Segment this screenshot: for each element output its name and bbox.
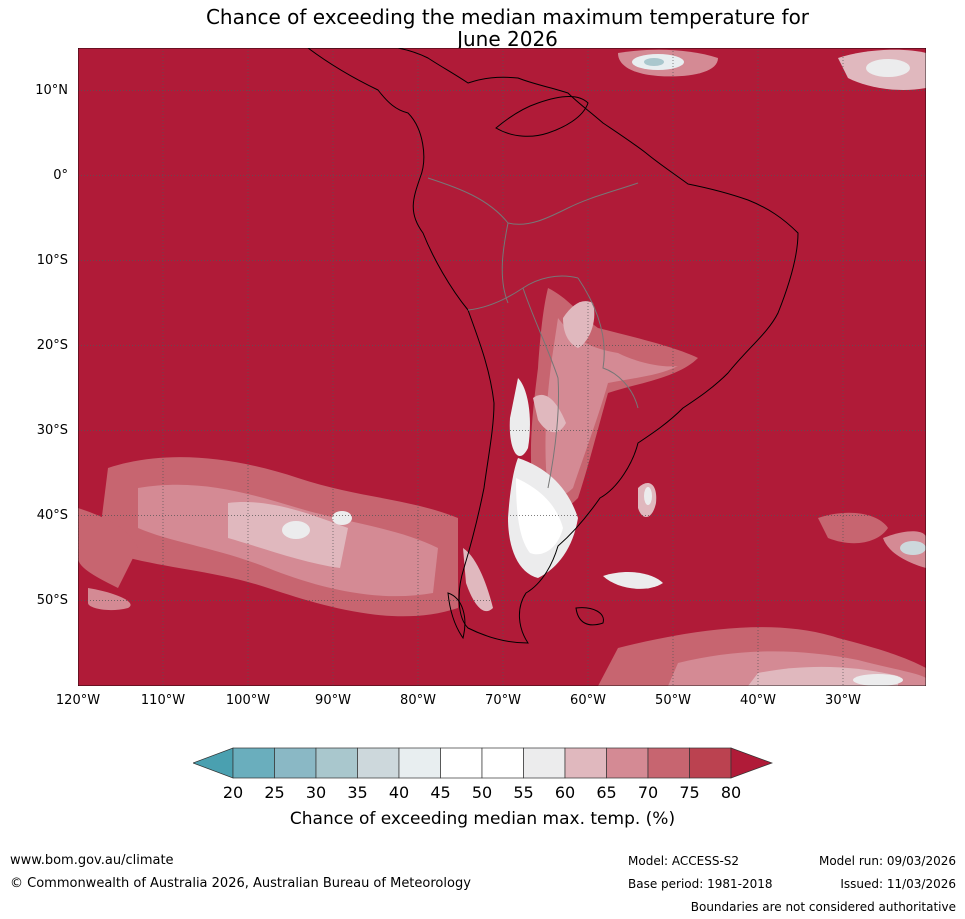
colorbar-tick-70: 70	[637, 783, 659, 802]
colorbar-bin-35-40	[357, 747, 400, 779]
colorbar-bin-75-80	[689, 747, 732, 779]
southern-ocean-anomaly	[78, 457, 458, 617]
lon-label-40w: 40°W	[740, 693, 776, 708]
colorbar-bin-50-55	[481, 747, 524, 779]
model-run-date: Model run: 09/03/2026	[818, 854, 956, 868]
lat-label-10s: 10°S	[36, 253, 68, 268]
colorbar-tick-55: 55	[513, 783, 534, 802]
lat-label-20s: 20°S	[36, 338, 68, 353]
model-name: Model: ACCESS-S2	[628, 854, 740, 868]
south-atlantic-anomaly	[598, 483, 926, 686]
map-title-line1: Chance of exceeding the median maximum t…	[205, 5, 810, 29]
colorbar-bin-60-65	[564, 747, 607, 779]
graticule	[78, 48, 926, 686]
lat-label-30s: 30°S	[36, 423, 68, 438]
map-background	[78, 48, 926, 686]
colorbar-tick-35: 35	[347, 783, 368, 802]
boundary-disclaimer: Boundaries are not considered authoritat…	[690, 900, 956, 914]
colorbar-high-arrow	[730, 747, 773, 779]
colorbar-bin-30-35	[315, 747, 358, 779]
colorbar-bin-40-45	[398, 747, 441, 779]
lon-label-80w: 80°W	[400, 693, 436, 708]
colorbar-low-arrow	[193, 747, 234, 779]
colorbar-tick-60: 60	[554, 783, 576, 802]
colorbar-title: Chance of exceeding median max. temp. (%…	[289, 809, 676, 829]
probability-map	[78, 48, 926, 686]
base-period: Base period: 1981-2018	[628, 877, 773, 891]
colorbar-tick-20: 20	[222, 783, 244, 802]
colorbar-tick-25: 25	[264, 783, 285, 802]
colorbar-bin-25-30	[274, 747, 317, 779]
lon-label-60w: 60°W	[570, 693, 606, 708]
northern-anomaly	[618, 49, 926, 90]
lon-label-110w: 110°W	[140, 693, 186, 708]
colorbar-tick-50: 50	[471, 783, 493, 802]
argentina-anomaly	[463, 288, 698, 612]
country-borders	[427, 177, 639, 489]
lon-label-120w: 120°W	[55, 693, 101, 708]
colorbar-tick-30: 30	[305, 783, 327, 802]
lat-label-0: 0°	[53, 168, 68, 183]
colorbar-tick-80: 80	[720, 783, 742, 802]
colorbar-bin-65-70	[606, 747, 649, 779]
lon-label-30w: 30°W	[825, 693, 861, 708]
colorbar-tick-75: 75	[679, 783, 700, 802]
colorbar-bin-70-75	[647, 747, 690, 779]
colorbar-tick-40: 40	[388, 783, 410, 802]
colorbar-bin-45-50	[440, 747, 483, 779]
colorbar-tick-65: 65	[596, 783, 617, 802]
lat-label-40s: 40°S	[36, 508, 68, 523]
colorbar-bin-55-60	[523, 747, 566, 779]
lon-label-70w: 70°W	[485, 693, 521, 708]
website-link[interactable]: www.bom.gov.au/climate	[10, 853, 174, 868]
lat-label-50s: 50°S	[36, 593, 68, 608]
coastline	[307, 48, 799, 644]
lon-label-100w: 100°W	[225, 693, 271, 708]
colorbar-tick-45: 45	[430, 783, 451, 802]
map-title-line2: June 2026	[457, 27, 558, 51]
lon-label-90w: 90°W	[315, 693, 351, 708]
lat-label-10n: 10°N	[35, 83, 68, 98]
issued-date: Issued: 11/03/2026	[840, 877, 956, 891]
lon-label-50w: 50°W	[655, 693, 691, 708]
colorbar	[193, 747, 773, 779]
colorbar-bin-20-25	[232, 747, 275, 779]
copyright-text: © Commonwealth of Australia 2026, Austra…	[10, 876, 471, 891]
